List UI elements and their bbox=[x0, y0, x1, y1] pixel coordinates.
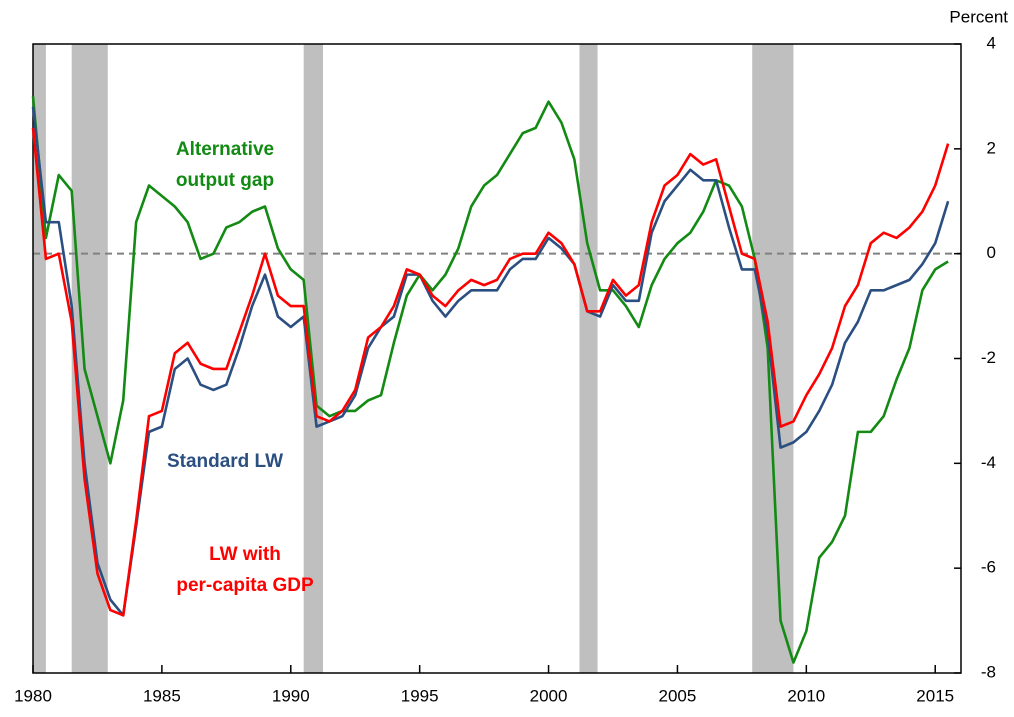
x-tick-label: 2000 bbox=[530, 686, 568, 705]
series-label: Alternative bbox=[176, 139, 274, 160]
x-tick-label: 1990 bbox=[272, 686, 310, 705]
y-tick-label: -4 bbox=[981, 453, 996, 472]
y-tick-label: -6 bbox=[981, 558, 996, 577]
plot-frame bbox=[32, 43, 962, 674]
y-tick-label: 4 bbox=[987, 33, 996, 52]
x-tick-label: 1985 bbox=[143, 686, 181, 705]
series-label: Standard LW bbox=[167, 451, 283, 472]
series-line bbox=[31, 127, 950, 617]
series-label: LW with bbox=[209, 544, 281, 565]
y-tick-label: 0 bbox=[987, 243, 996, 262]
y-tick-label: -2 bbox=[981, 348, 996, 367]
recession-band bbox=[71, 44, 108, 673]
x-tick-label: 2005 bbox=[659, 686, 697, 705]
x-tick-label: 2010 bbox=[787, 686, 825, 705]
series-label: output gap bbox=[176, 170, 274, 191]
x-tick-label: 1980 bbox=[14, 686, 52, 705]
series-line bbox=[31, 96, 949, 664]
recession-band bbox=[303, 44, 323, 673]
x-tick-label: 2015 bbox=[916, 686, 954, 705]
series-line bbox=[31, 106, 950, 617]
recession-band bbox=[579, 44, 598, 673]
x-tick-label: 1995 bbox=[401, 686, 439, 705]
y-axis-label: Percent bbox=[949, 7, 1008, 26]
series-label: per-capita GDP bbox=[176, 575, 314, 596]
y-tick-label: -8 bbox=[981, 662, 996, 681]
y-tick-label: 2 bbox=[987, 138, 996, 157]
